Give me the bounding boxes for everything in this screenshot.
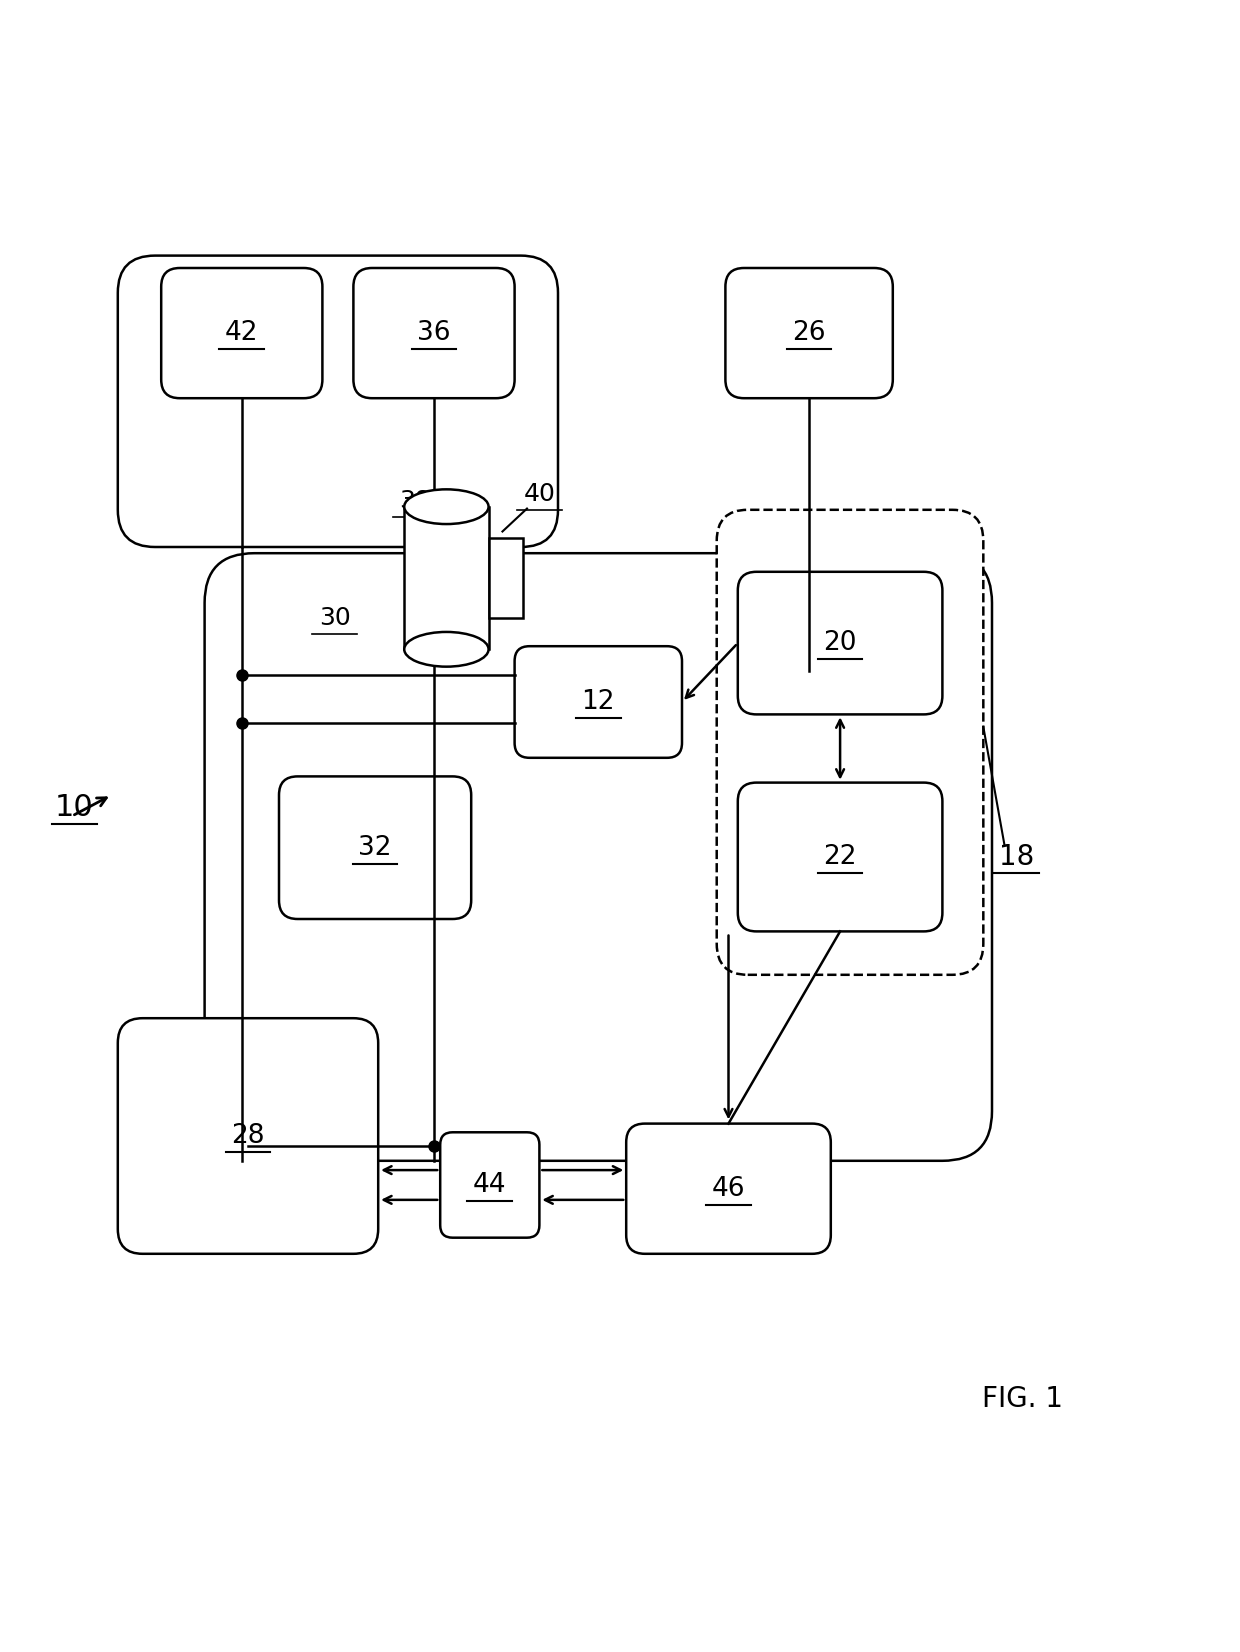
Bar	[489, 537, 523, 618]
FancyBboxPatch shape	[515, 646, 682, 758]
FancyBboxPatch shape	[717, 510, 983, 975]
FancyBboxPatch shape	[738, 572, 942, 714]
FancyBboxPatch shape	[205, 553, 992, 1161]
Text: 30: 30	[319, 606, 351, 629]
Text: 44: 44	[472, 1171, 507, 1198]
Text: 36: 36	[417, 320, 451, 347]
Text: 42: 42	[224, 320, 259, 347]
Text: 22: 22	[823, 844, 857, 871]
FancyBboxPatch shape	[161, 268, 322, 398]
Text: 46: 46	[712, 1176, 745, 1201]
Text: 26: 26	[792, 320, 826, 347]
FancyBboxPatch shape	[725, 268, 893, 398]
FancyBboxPatch shape	[626, 1123, 831, 1254]
Ellipse shape	[404, 633, 489, 667]
Text: 12: 12	[582, 689, 615, 715]
Text: 28: 28	[231, 1123, 265, 1150]
Text: 32: 32	[358, 834, 392, 861]
Text: 18: 18	[999, 843, 1034, 871]
Text: 38: 38	[399, 489, 432, 514]
FancyBboxPatch shape	[738, 783, 942, 932]
Text: FIG. 1: FIG. 1	[982, 1384, 1064, 1412]
Text: 10: 10	[55, 793, 94, 823]
FancyBboxPatch shape	[118, 1018, 378, 1254]
Ellipse shape	[404, 489, 489, 524]
Bar	[404, 507, 489, 649]
FancyBboxPatch shape	[279, 776, 471, 919]
Text: 20: 20	[823, 629, 857, 656]
FancyBboxPatch shape	[440, 1132, 539, 1237]
FancyBboxPatch shape	[118, 256, 558, 547]
Text: 40: 40	[523, 482, 556, 506]
FancyBboxPatch shape	[353, 268, 515, 398]
